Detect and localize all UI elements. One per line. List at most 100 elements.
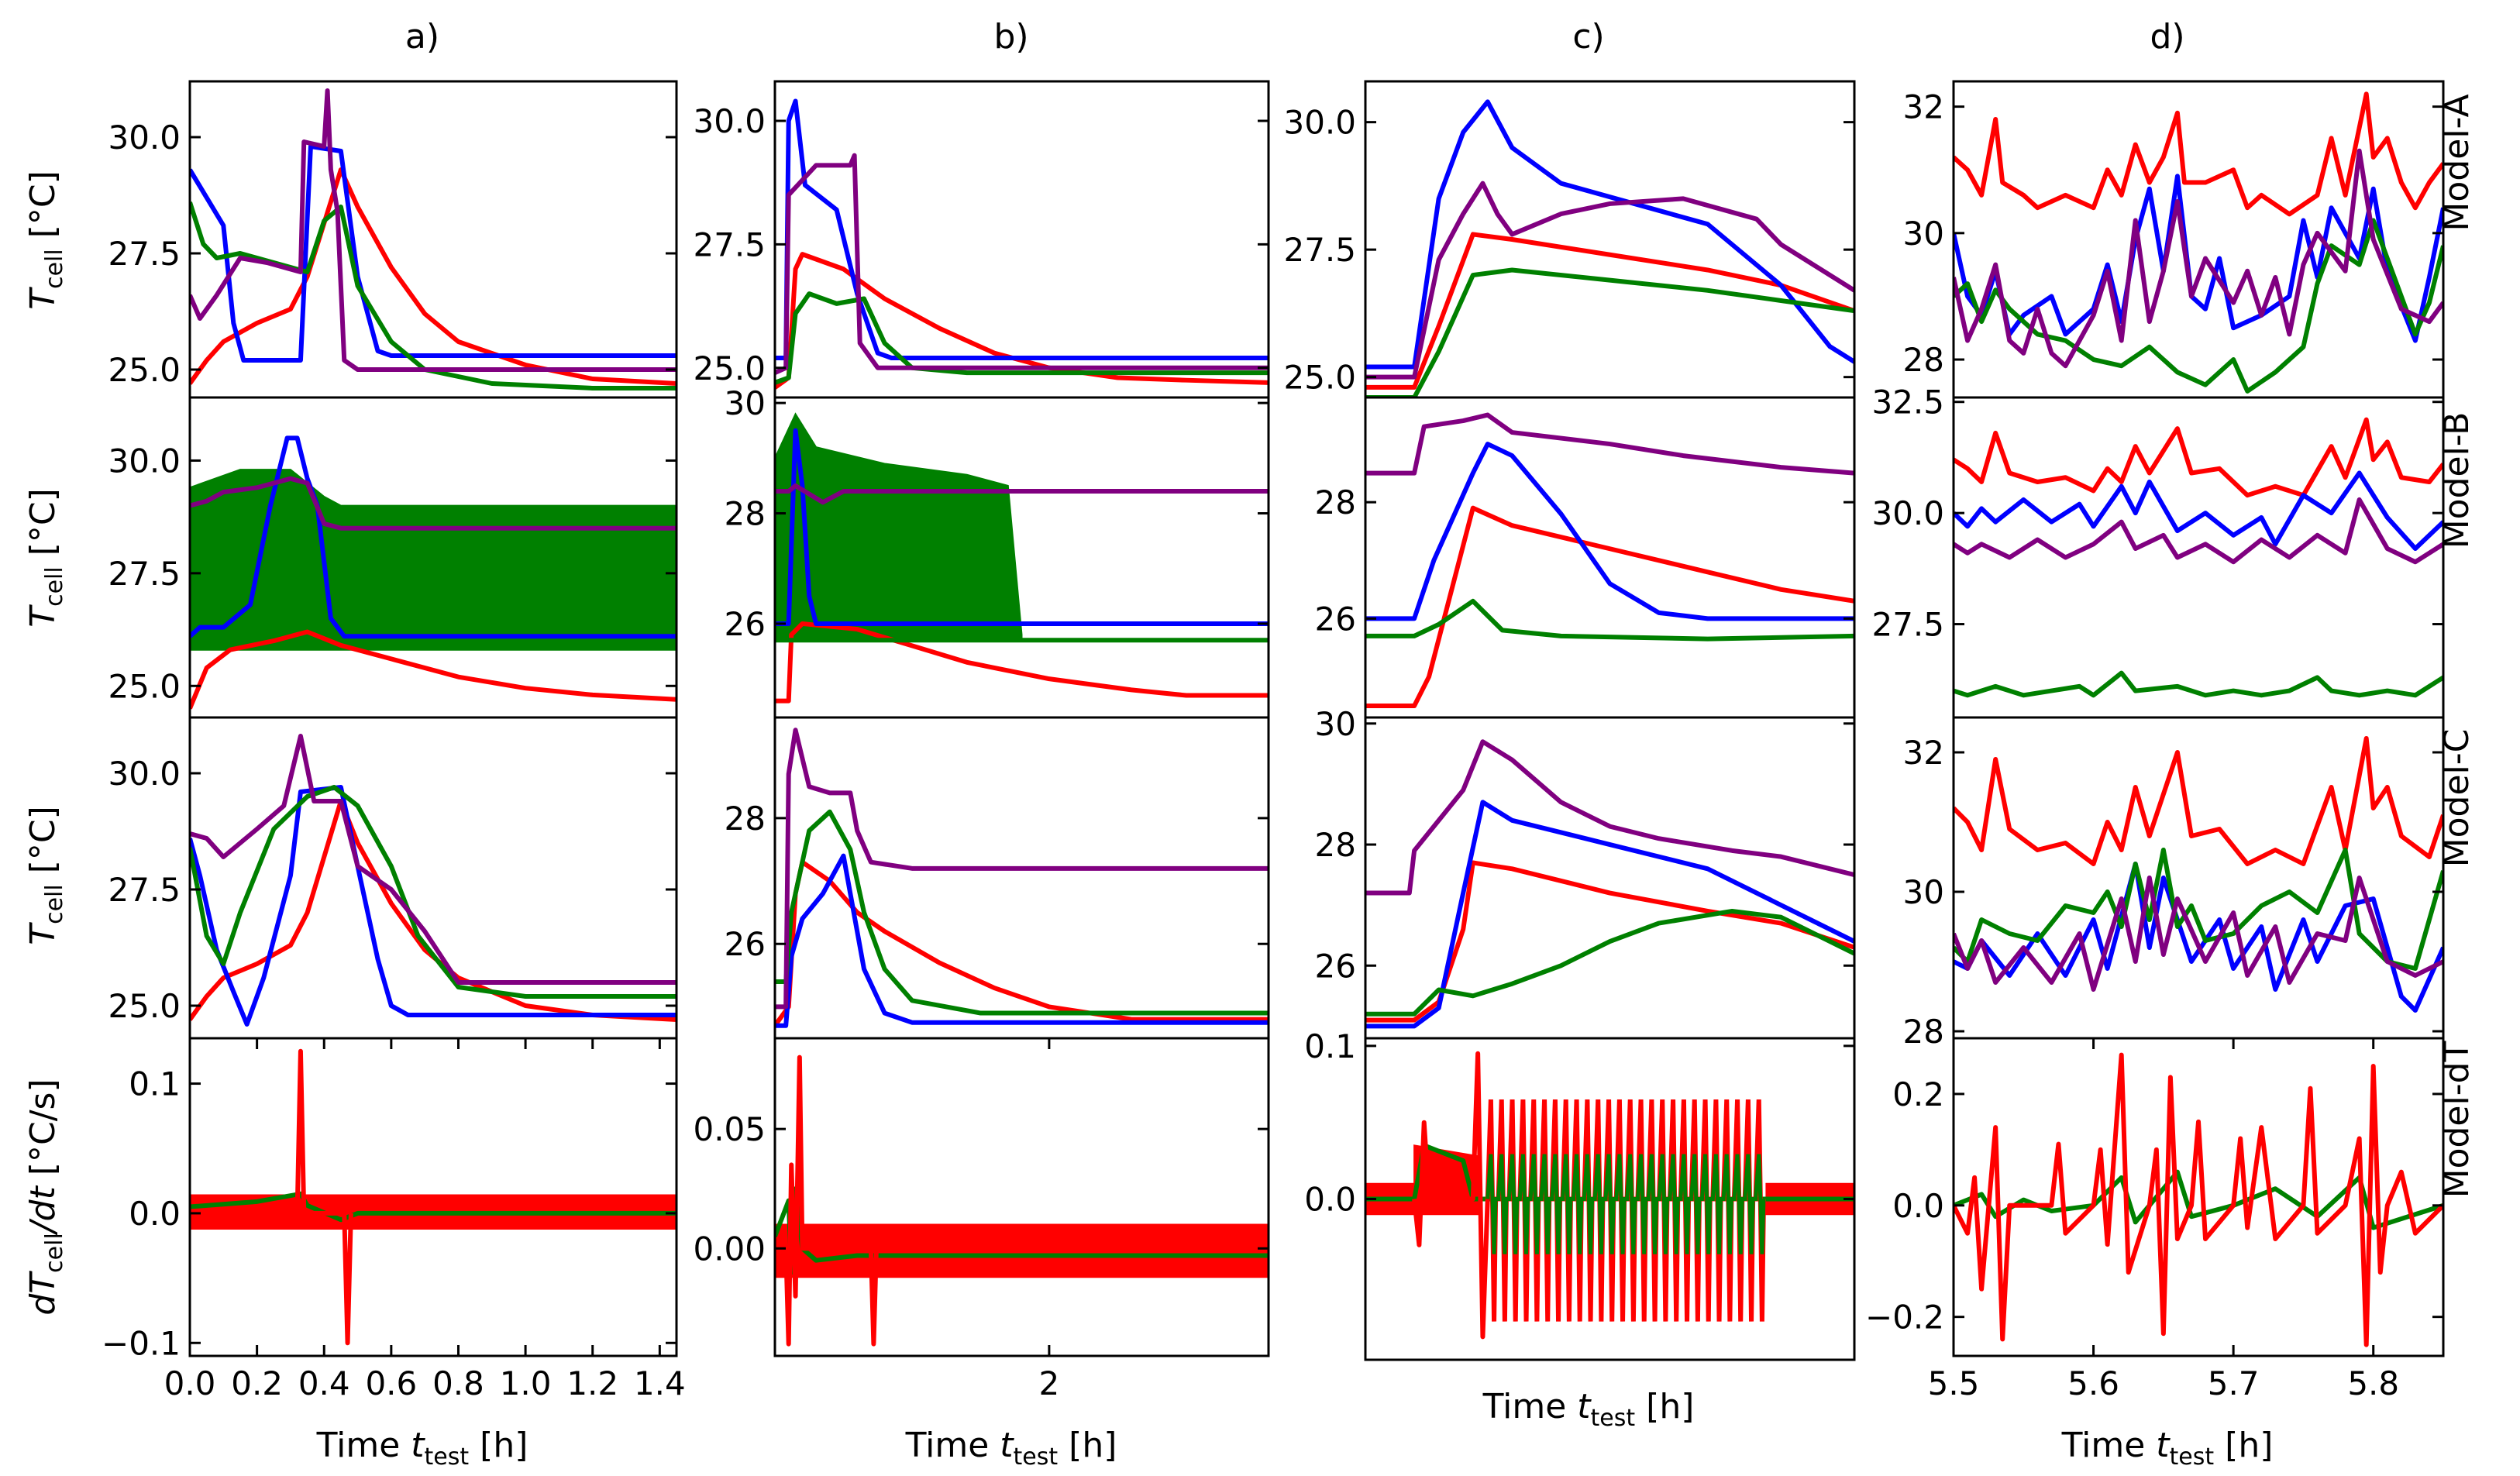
- oscillation-band-0: [190, 469, 676, 651]
- x-tick-label: 5.6: [2067, 1364, 2119, 1402]
- panel-d-ModelB: 27.5 30.0 32.5: [1871, 384, 2445, 719]
- x-axis-label-a: Time ttest [h]: [316, 1426, 528, 1471]
- plot-area: [775, 412, 1269, 704]
- series-line-2: [1954, 848, 2443, 971]
- y-tick-label: 30.0: [108, 119, 181, 157]
- y-tick-label: 0.00: [693, 1230, 766, 1268]
- series-line-0: [775, 859, 1269, 1027]
- oscillation-band-0: [775, 1223, 1269, 1278]
- y-tick-label: 27.5: [693, 225, 766, 263]
- panel-d-ModelA: 28 30 32: [1903, 80, 2445, 399]
- y-tick-label: 0.0: [129, 1195, 181, 1233]
- y-tick-label: 32: [1903, 88, 1944, 126]
- y-tick-label: 28: [1315, 826, 1356, 864]
- plot-area: [1954, 736, 2443, 1013]
- plot-area: [190, 88, 676, 391]
- panel-b-ModelB: 26 28 30: [725, 384, 1270, 719]
- x-tick-label: 1.0: [500, 1364, 552, 1402]
- panel-b-ModelDT: 0.00 0.05 2: [693, 1037, 1270, 1402]
- panel-b-ModelC: 26 28: [725, 716, 1270, 1040]
- panel-c-ModelDT: 0.0 0.1: [1304, 1027, 1856, 1361]
- y-tick-label: 32.5: [1871, 384, 1944, 421]
- series-line-0: [1365, 232, 1854, 390]
- series-line-0: [1954, 91, 2443, 217]
- plot-area: [775, 728, 1269, 1028]
- y-tick-label: 25.0: [108, 351, 181, 389]
- chart-panels: 25.0 27.5 30.0 25.0 27.5 30.0 25.0 27.5 30.0 28 30…: [102, 80, 2445, 1402]
- y-tick-label: 25.0: [1283, 359, 1356, 397]
- y-tick-label: 32: [1903, 734, 1944, 772]
- y-tick-label: 30.0: [108, 755, 181, 793]
- plot-area: [1954, 417, 2443, 698]
- plot-area: [1365, 1051, 1854, 1340]
- series-line-0: [775, 252, 1269, 390]
- x-tick-label: 5.7: [2208, 1364, 2260, 1402]
- y-tick-label: 28: [1903, 341, 1944, 379]
- plot-area: [190, 734, 676, 1027]
- panel-frame: [188, 716, 678, 1040]
- panel-b-ModelA: 25.0 27.5 30.0: [693, 80, 1270, 399]
- series-line-0: [1954, 736, 2443, 866]
- y-tick-label: 27.5: [108, 235, 181, 273]
- series-line-0: [1365, 505, 1854, 708]
- y-tick-label: 25.0: [693, 349, 766, 387]
- series-line-3: [775, 153, 1269, 375]
- series-line-3: [1954, 148, 2443, 369]
- plot-area: [190, 1048, 676, 1346]
- y-tick-label: 0.2: [1892, 1075, 1944, 1113]
- plot-area: [1365, 739, 1854, 1029]
- y-tick-label: 0.0: [1892, 1187, 1944, 1225]
- panel-frame: [188, 80, 678, 399]
- panel-a-ModelA: 25.0 27.5 30.0: [108, 80, 678, 399]
- series-line-1: [775, 428, 1269, 626]
- column-label-d: d): [2150, 17, 2184, 57]
- y-tick-label: 30.0: [1871, 494, 1944, 532]
- series-line-1: [1412, 1051, 1490, 1340]
- column-label-b: b): [993, 17, 1028, 57]
- y-tick-label: 30.0: [1283, 104, 1356, 142]
- series-line-3: [1365, 739, 1854, 896]
- plot-area: [775, 1055, 1269, 1347]
- y-tick-label: 27.5: [1283, 231, 1356, 269]
- panel-d-ModelDT: −0.2 0.0 0.2 5.5 5.6 5.7 5.8: [1865, 1037, 2445, 1402]
- series-line-2: [1954, 670, 2443, 698]
- series-line-3: [190, 734, 676, 985]
- x-tick-label: 1.4: [634, 1364, 686, 1402]
- plot-area: [1954, 91, 2443, 394]
- y-tick-label: 25.0: [108, 987, 181, 1025]
- x-tick-label: 0.2: [231, 1364, 283, 1402]
- y-tick-label: 0.0: [1304, 1181, 1356, 1219]
- series-line-3: [1954, 497, 2443, 565]
- series-line-1: [1954, 1052, 2443, 1347]
- plot-area: [1954, 1052, 2443, 1347]
- series-line-1: [1954, 470, 2443, 552]
- y-tick-label: 28: [1315, 483, 1356, 521]
- series-line-0: [190, 629, 676, 710]
- panel-d-ModelC: 28 30 32: [1903, 716, 2445, 1051]
- series-line-1: [775, 853, 1269, 1028]
- series-line-2: [190, 785, 676, 999]
- panel-a-ModelDT: −0.10.00.10.0 0.2 0.4 0.6 0.8 1.0 1.2 1.4: [102, 1037, 686, 1402]
- y-tick-label: 27.5: [108, 555, 181, 593]
- series-line-1: [775, 98, 1269, 360]
- x-tick-label: 0.0: [164, 1364, 216, 1402]
- y-tick-label: 30.0: [108, 442, 181, 480]
- y-tick-label: 25.0: [108, 667, 181, 705]
- series-line-2: [1954, 218, 2443, 394]
- series-line-2: [775, 809, 1269, 1016]
- y-tick-label: 27.5: [1871, 606, 1944, 644]
- series-line-3: [1954, 876, 2443, 992]
- y-axis-label-row3: Tcell [°C]: [23, 806, 68, 945]
- y-tick-label: 0.1: [1304, 1027, 1356, 1065]
- series-line-3: [1365, 412, 1854, 476]
- series-line-1: [190, 144, 676, 363]
- series-line-0: [775, 621, 1269, 704]
- plot-area: [1365, 412, 1854, 708]
- y-tick-label: 26: [725, 925, 766, 963]
- series-line-1: [1365, 800, 1854, 1029]
- y-tick-label: −0.2: [1865, 1299, 1944, 1337]
- y-tick-label: 26: [725, 605, 766, 643]
- panel-c-ModelC: 26 28 30: [1315, 705, 1856, 1040]
- y-tick-label: 27.5: [108, 871, 181, 909]
- plot-area: [190, 435, 676, 710]
